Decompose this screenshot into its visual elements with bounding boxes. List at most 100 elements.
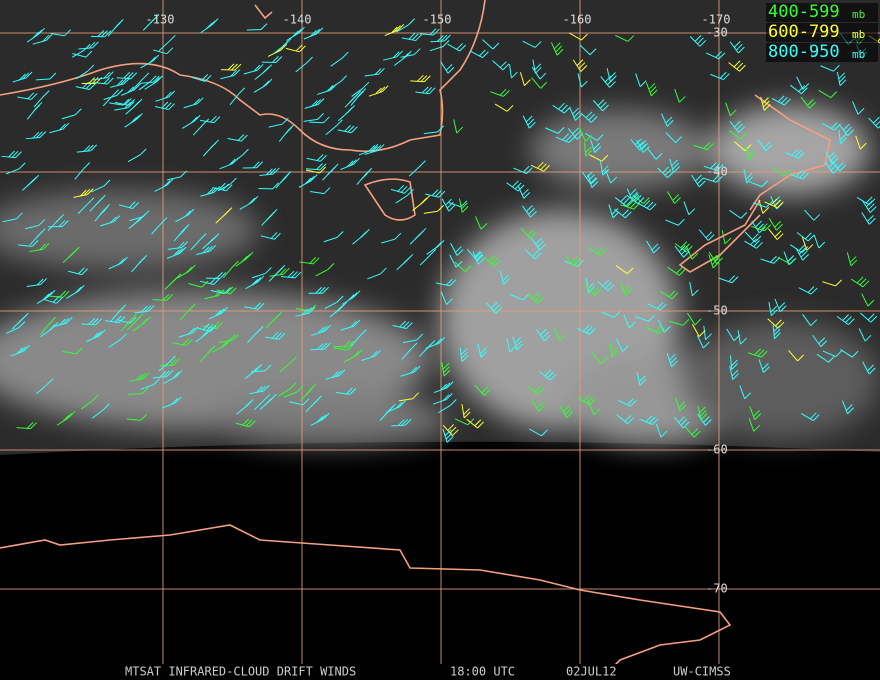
wind-barb [729,355,733,370]
barb-flag [867,203,875,211]
barb-flag [172,371,180,379]
barb-flag [335,306,342,313]
barb-flag [397,24,405,31]
barb-flag [798,244,806,251]
barb-flag [166,294,173,301]
barb-flag [849,256,857,263]
barb-flag [564,408,572,416]
barb-flag [509,345,517,353]
barb-flag [90,144,98,152]
barb-flag [440,383,447,391]
barb-flag [680,418,688,426]
barb-flag [561,104,568,112]
barb-flag [200,331,208,339]
barb-flag [174,396,182,404]
barb-flag [585,135,592,142]
wind-barb [447,201,462,208]
wind-barb [93,77,108,81]
barb-flag [218,308,225,316]
barb-flag [568,136,576,143]
wind-barb [68,270,82,276]
wind-barb [381,238,396,244]
barb-flag [31,240,39,247]
barb-flag [292,30,299,38]
barb-flag [565,134,573,142]
barb-flag [80,189,87,197]
wind-barb [216,289,231,295]
barb-flag [602,104,609,112]
wind-barb [590,139,596,153]
wind-barb [519,72,525,86]
barb-flag [128,99,135,106]
barb-flag [310,400,318,408]
wind-barb [438,405,451,414]
barb-flag [443,382,451,390]
barb-flag [221,306,228,314]
barb-flag [590,116,598,123]
barb-flag [736,62,744,70]
barb-flag [210,115,217,123]
barb-flag [313,28,320,36]
wind-barb [824,161,834,174]
barb-flag [648,82,656,90]
wind-barb [40,323,50,335]
barb-flag [62,317,70,325]
barb-flag [199,233,207,240]
barb-flag [788,258,796,266]
wind-barb [725,102,731,116]
barb-flag [442,362,450,370]
wind-barb [429,46,444,52]
barb-flag [683,243,690,251]
barb-flag [347,125,355,133]
barb-flag [202,246,210,254]
wind-barb [569,32,582,41]
barb-flag [534,385,542,393]
barb-flag [791,149,799,156]
barb-flag [555,45,563,53]
wind-barb [453,119,458,134]
barb-flag [818,241,826,249]
barb-flag [423,75,431,83]
wind-barb [396,24,409,33]
barb-flag [495,307,503,314]
wind-barb [689,281,693,296]
barb-flag [539,72,547,80]
barb-flag [537,296,545,304]
barb-flag [323,342,331,350]
barb-flag [142,372,150,380]
barb-flag [499,88,507,96]
barb-flag [536,401,544,409]
barb-flag [404,186,411,194]
barb-flag [460,200,468,208]
wind-barb [616,338,623,352]
barb-flag [169,358,177,366]
legend-unit: mb [852,48,865,61]
wind-barb [32,39,47,45]
barb-flag [710,162,717,169]
barb-flag [807,234,815,242]
barb-flag [820,340,828,347]
wind-barb [850,278,864,288]
barb-flag [92,332,99,340]
wind-barb [689,35,701,47]
barb-flag [537,388,544,395]
barb-flag [203,323,210,330]
wind-barb [158,361,170,372]
barb-flag [437,239,445,247]
barb-flag [765,200,773,208]
barb-flag [602,168,610,176]
barb-flag [523,192,531,199]
barb-flag [153,77,160,85]
barb-flag [390,26,398,34]
barb-flag [723,73,730,80]
barb-flag [798,247,806,255]
wind-barb [127,154,141,163]
barb-flag [637,197,645,204]
barb-flag [95,331,103,338]
barb-flag [336,231,344,238]
wind-barb [703,325,707,340]
wind-barb [74,168,85,180]
barb-flag [353,319,361,327]
barb-flag [522,165,530,173]
barb-flag [209,142,217,149]
